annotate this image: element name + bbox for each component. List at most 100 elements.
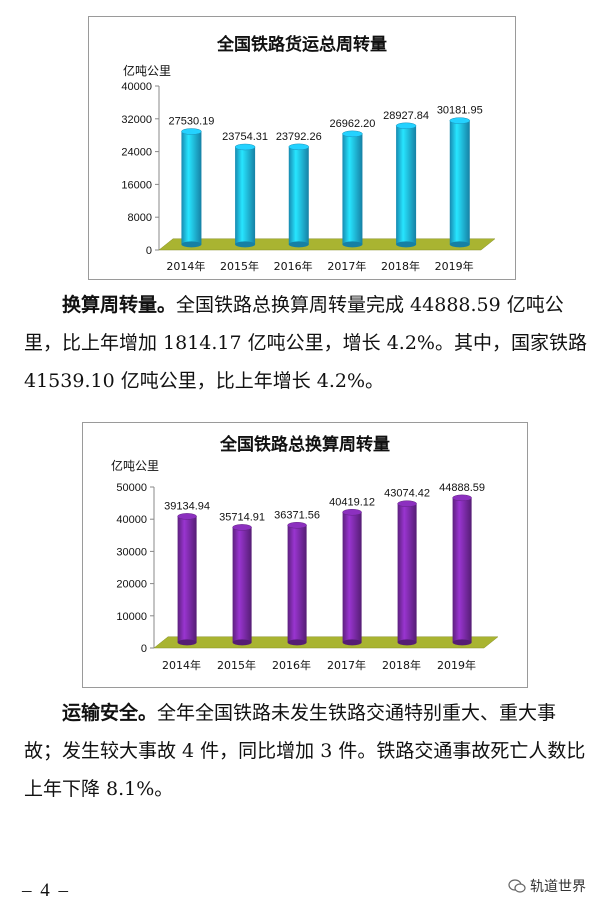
- data-label: 39134.94: [164, 500, 210, 512]
- bar-base: [396, 241, 417, 248]
- bar-body: [287, 525, 307, 643]
- data-label: 27530.19: [168, 116, 214, 128]
- bar-body: [397, 503, 417, 643]
- y-tick-label: 50000: [116, 482, 147, 494]
- paragraph-conversion-lead: 换算周转量。: [62, 294, 177, 316]
- bar-4: [395, 122, 417, 248]
- watermark-text: 轨道世界: [530, 879, 586, 895]
- bar-body: [396, 125, 417, 245]
- bar-top: [449, 117, 471, 124]
- data-label: 43074.42: [384, 488, 430, 500]
- x-tick-label: 2016年: [274, 259, 313, 273]
- bar-5: [449, 117, 471, 248]
- bar-base: [342, 639, 362, 646]
- bar-0: [177, 513, 197, 646]
- bar-base: [452, 639, 472, 646]
- y-tick-label: 40000: [116, 514, 147, 526]
- chart-floor: [153, 636, 499, 649]
- y-tick-label: 32000: [121, 114, 152, 126]
- bar-base: [177, 639, 197, 646]
- x-tick-label: 2019年: [435, 259, 474, 273]
- bar-body: [177, 516, 197, 643]
- data-label: 40419.12: [329, 496, 375, 508]
- watermark: 轨道世界: [508, 876, 586, 896]
- bar-top: [342, 509, 362, 516]
- bar-3: [342, 130, 363, 248]
- paragraph-safety-lead: 运输安全。: [62, 702, 158, 724]
- bar-3: [342, 509, 362, 646]
- bar-2: [287, 522, 307, 646]
- bar-2: [288, 143, 310, 248]
- paragraph-conversion: 换算周转量。全国铁路总换算周转量完成 44888.59 亿吨公里，比上年增加 1…: [24, 286, 592, 400]
- bar-base: [287, 639, 307, 646]
- bar-base: [342, 241, 363, 248]
- x-tick-label: 2019年: [437, 658, 476, 672]
- data-label: 26962.20: [329, 118, 375, 130]
- conversion-chart-frame: 全国铁路总换算周转量亿吨公里 0 10000 20000 30000 40000 50000…: [82, 422, 528, 688]
- y-tick-label: 16000: [121, 179, 152, 191]
- x-tick-label: 2016年: [272, 658, 311, 672]
- x-tick-label: 2015年: [220, 259, 259, 273]
- y-axis-label: 亿吨公里: [111, 458, 159, 473]
- bar-base: [449, 241, 470, 248]
- x-tick-label: 2014年: [166, 259, 205, 273]
- y-tick-label: 0: [141, 643, 147, 655]
- y-tick-label: 8000: [128, 212, 152, 224]
- y-tick-label: 40000: [121, 81, 152, 93]
- bar-top: [181, 128, 202, 135]
- y-tick-label: 0: [146, 245, 152, 257]
- y-axis-label: 亿吨公里: [123, 63, 171, 78]
- bar-top: [397, 500, 417, 507]
- bar-top: [234, 143, 256, 151]
- bar-body: [288, 146, 309, 245]
- x-tick-label: 2018年: [382, 658, 421, 672]
- data-label: 36371.56: [274, 509, 320, 521]
- paragraph-safety: 运输安全。全年全国铁路未发生铁路交通特别重大、重大事故；发生较大事故 4 件，同…: [24, 694, 592, 808]
- chart-title: 全国铁路总换算周转量: [219, 434, 390, 455]
- y-tick-label: 24000: [121, 147, 152, 159]
- chart-title: 全国铁路货运总周转量: [216, 34, 387, 55]
- data-label: 23792.26: [276, 131, 322, 143]
- bar-body: [342, 133, 363, 245]
- x-tick-label: 2014年: [162, 658, 201, 672]
- bar-body: [235, 147, 256, 245]
- y-tick-label: 10000: [116, 611, 147, 623]
- page-number: – 4 –: [22, 880, 70, 901]
- bar-body: [342, 512, 362, 643]
- bar-base: [288, 241, 309, 248]
- bar-0: [181, 128, 202, 248]
- data-label: 35714.91: [219, 511, 265, 523]
- freight-chart-frame: 全国铁路货运总周转量亿吨公里 0 8000 16000 24000 32000 40000 2…: [88, 16, 516, 280]
- x-tick-label: 2017年: [327, 259, 366, 273]
- bar-body: [452, 497, 472, 643]
- x-tick-label: 2018年: [381, 259, 420, 273]
- bar-top: [177, 513, 197, 520]
- wechat-icon: [508, 879, 526, 893]
- bar-1: [232, 524, 252, 646]
- data-label: 23754.31: [222, 131, 268, 143]
- data-label: 28927.84: [383, 110, 429, 122]
- y-tick-label: 30000: [116, 546, 147, 558]
- x-tick-label: 2015年: [217, 658, 256, 672]
- bar-top: [232, 524, 252, 531]
- bar-base: [232, 639, 252, 646]
- y-tick-label: 20000: [116, 579, 147, 591]
- bar-body: [181, 131, 202, 245]
- bar-body: [449, 120, 470, 245]
- bar-base: [181, 241, 202, 248]
- bar-5: [452, 494, 472, 646]
- x-tick-label: 2017年: [327, 658, 366, 672]
- bar-1: [234, 143, 256, 248]
- bar-top: [287, 522, 307, 529]
- bar-4: [397, 500, 417, 646]
- bar-base: [397, 639, 417, 646]
- bar-top: [342, 130, 363, 138]
- bar-top: [395, 122, 417, 130]
- data-label: 30181.95: [437, 105, 483, 117]
- data-label: 44888.59: [439, 482, 485, 494]
- bar-base: [235, 241, 256, 248]
- bar-top: [288, 143, 310, 151]
- bar-top: [452, 494, 472, 502]
